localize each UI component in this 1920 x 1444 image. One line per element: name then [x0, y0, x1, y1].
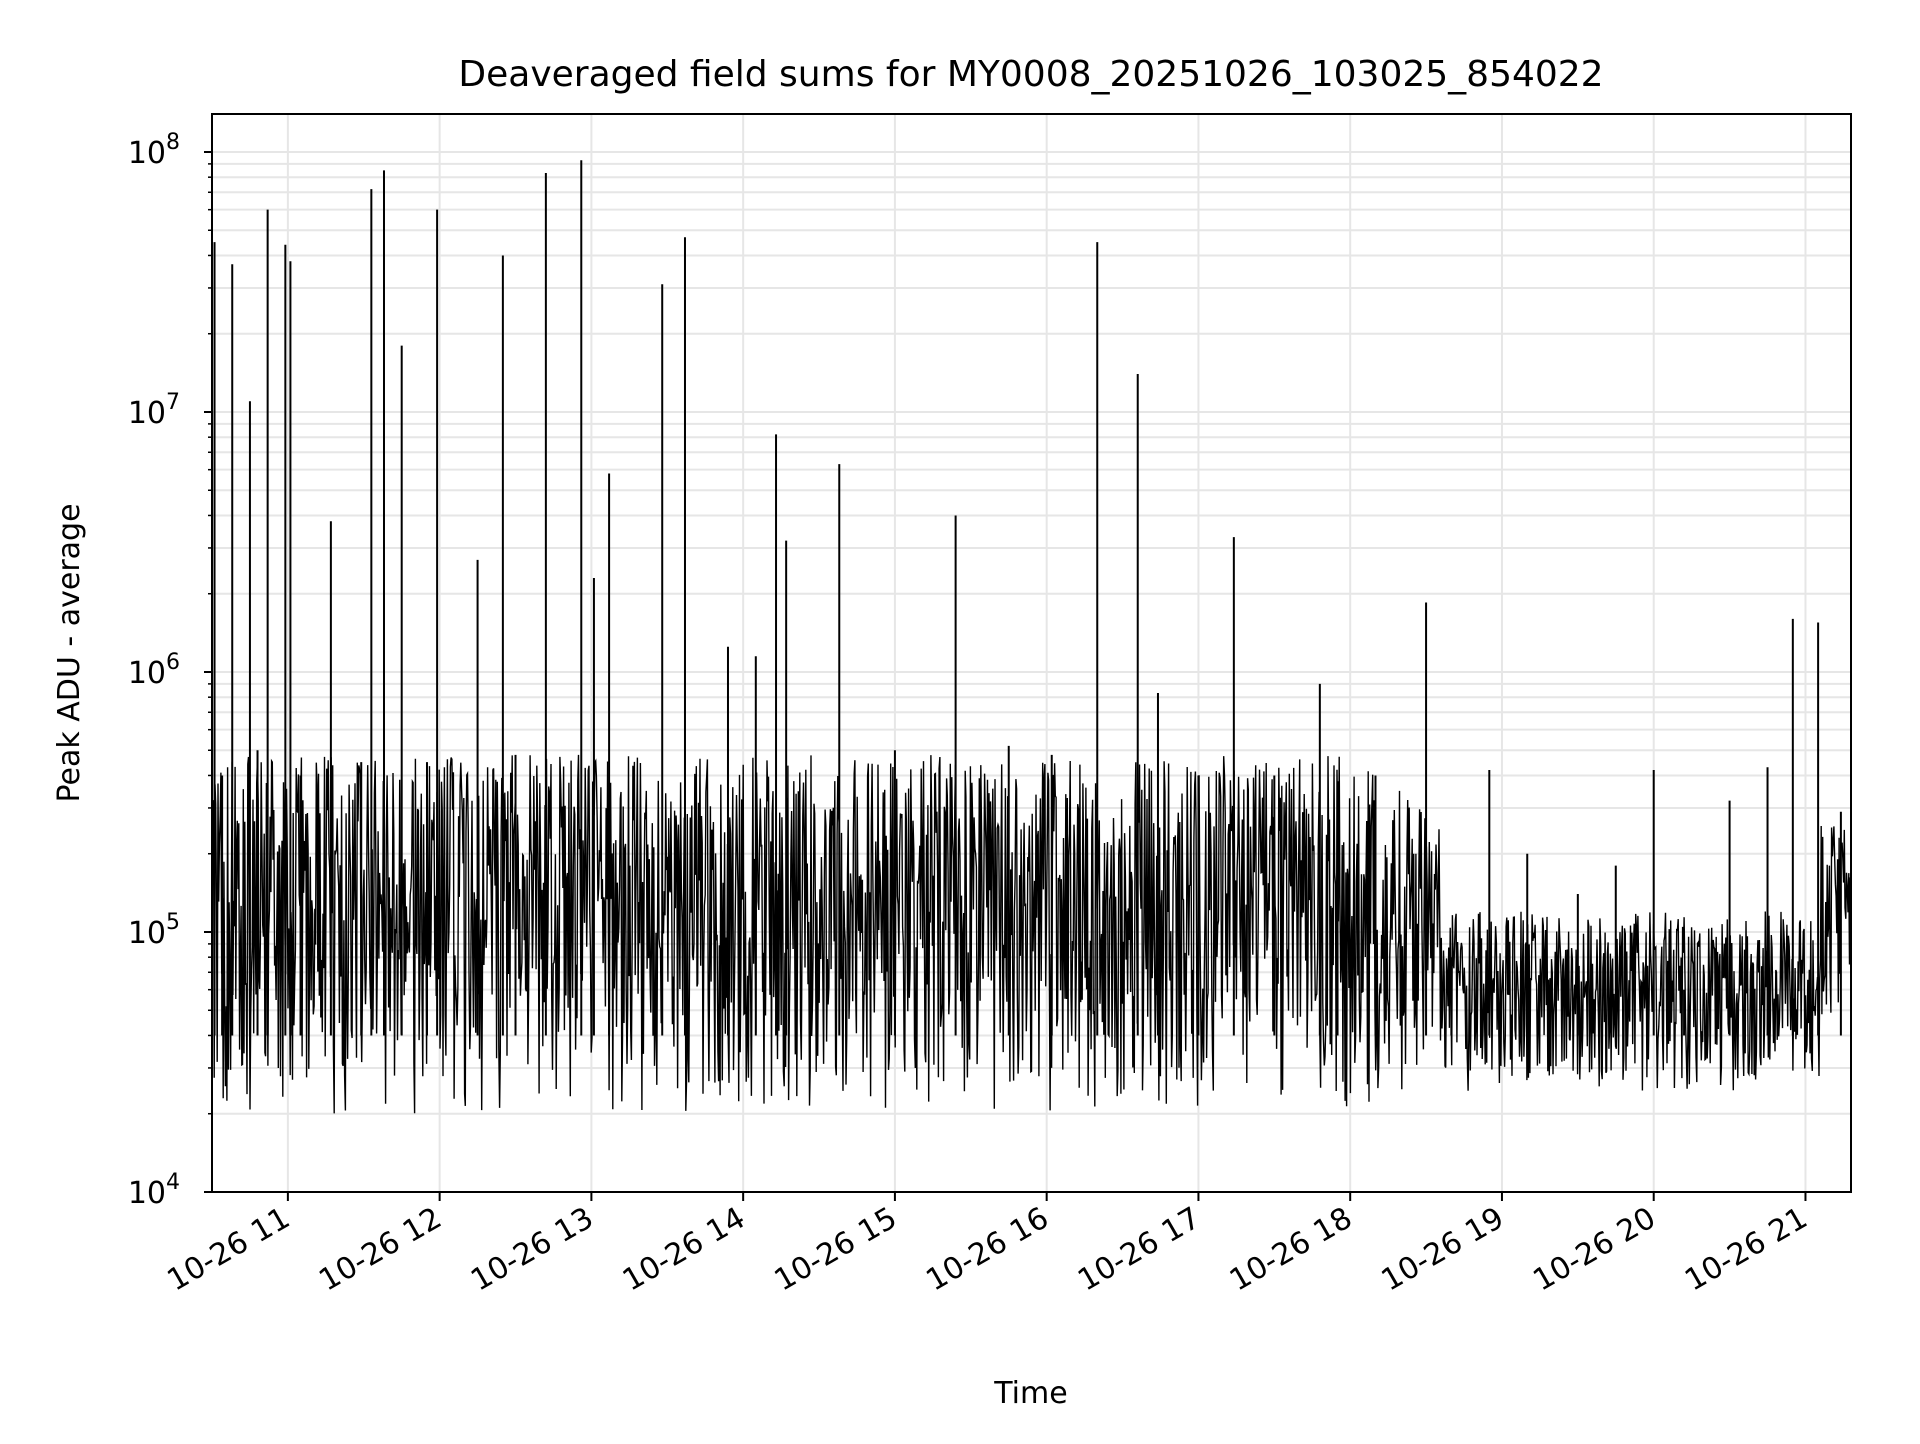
y-tick-label: 108 — [128, 130, 180, 171]
series-layer — [213, 160, 1842, 1036]
chart-title: Deaveraged field sums for MY0008_2025102… — [458, 54, 1603, 95]
x-axis-label: Time — [993, 1376, 1067, 1411]
y-tick-label: 105 — [128, 910, 180, 951]
plot-frame — [211, 113, 1852, 1193]
noise-trace — [211, 754, 1852, 1114]
y-tick-label: 107 — [128, 390, 180, 431]
y-tick-label: 104 — [128, 1170, 180, 1211]
y-tick-label: 106 — [128, 650, 180, 691]
y-axis-label: Peak ADU - average — [52, 503, 87, 802]
noise-band — [211, 754, 1852, 1114]
